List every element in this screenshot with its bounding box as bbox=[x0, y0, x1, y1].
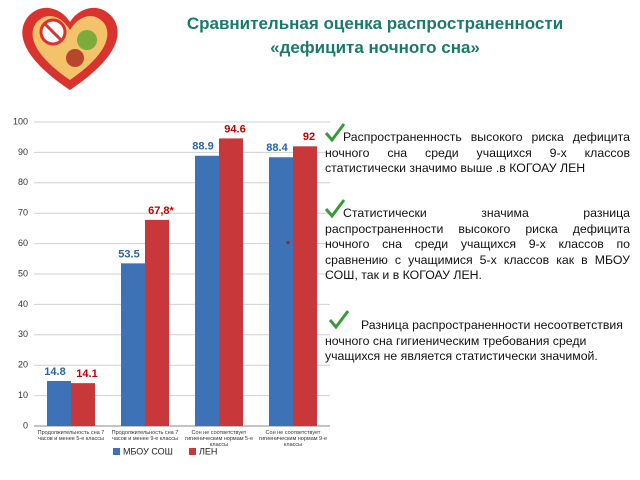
x-tick-label: Продолжительность сна 7 часов и менее 5-… bbox=[37, 430, 105, 442]
value-label: 94.6 bbox=[224, 123, 245, 135]
bar bbox=[269, 157, 293, 426]
annotation: * bbox=[286, 239, 291, 251]
legend-swatch bbox=[189, 448, 196, 455]
y-tick-label: 90 bbox=[18, 147, 28, 157]
bar bbox=[293, 146, 317, 426]
legend-swatch bbox=[113, 448, 120, 455]
title-line: «дефицита ночного сна» bbox=[270, 38, 480, 57]
y-tick-label: 80 bbox=[18, 177, 28, 187]
bar bbox=[71, 383, 95, 426]
bullet-text: Распространенность высокого риска дефици… bbox=[325, 130, 630, 175]
check-icon bbox=[324, 199, 346, 219]
y-tick-label: 20 bbox=[18, 360, 28, 370]
y-tick-label: 50 bbox=[18, 268, 28, 278]
title-line: Сравнительная оценка распространенности bbox=[186, 14, 564, 33]
bar bbox=[47, 381, 71, 426]
value-label: 88.9 bbox=[192, 141, 213, 153]
bullet-text: Статистически значима разница распростра… bbox=[325, 206, 630, 282]
check-icon bbox=[324, 123, 346, 143]
value-label: 14.1 bbox=[76, 368, 97, 380]
value-label: 53.5 bbox=[118, 248, 139, 260]
y-tick-label: 60 bbox=[18, 238, 28, 248]
bar bbox=[195, 155, 219, 426]
legend-label: ЛЕН bbox=[199, 446, 217, 456]
y-tick-label: 0 bbox=[23, 420, 28, 430]
logo bbox=[22, 7, 118, 91]
x-tick-label: Сон не соответствует гигиеническим норма… bbox=[184, 430, 254, 448]
y-tick-label: 30 bbox=[18, 329, 28, 339]
value-label: 14.8 bbox=[44, 366, 65, 378]
bar bbox=[145, 219, 169, 426]
x-tick-label: Сон не соответствует гигиеническим норма… bbox=[258, 430, 328, 448]
value-label: 92 bbox=[303, 131, 315, 143]
x-tick-label: Продолжительность сна 7 часов и менее 9-… bbox=[111, 430, 179, 442]
y-tick-label: 40 bbox=[18, 299, 28, 309]
value-label: 67,8* bbox=[148, 205, 174, 217]
legend-label: МБОУ СОШ bbox=[123, 446, 173, 456]
check-icon bbox=[328, 310, 350, 330]
y-tick-label: 70 bbox=[18, 208, 28, 218]
y-tick-label: 100 bbox=[13, 116, 28, 126]
y-tick-label: 10 bbox=[18, 390, 28, 400]
bar bbox=[121, 263, 145, 426]
bullet-text: Разница распространенности несоответстви… bbox=[325, 318, 623, 363]
bar bbox=[219, 138, 243, 426]
chart: 0 10 20 30 40 50 60 70 80 90 100 14.8 14.1 53.5 67,8* 8… bbox=[13, 116, 330, 456]
value-label: 88.4 bbox=[266, 142, 288, 154]
